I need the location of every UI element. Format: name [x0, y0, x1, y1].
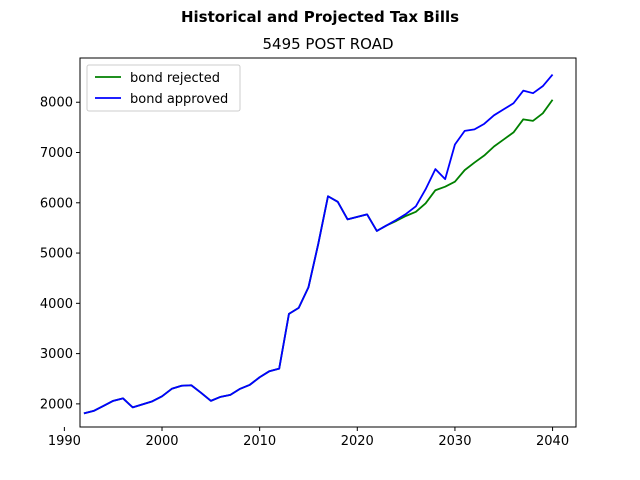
y-tick-label: 4000 — [40, 297, 73, 312]
x-tick-label: 2000 — [145, 434, 178, 449]
y-tick-label: 5000 — [40, 247, 73, 262]
y-tick-label: 7000 — [40, 146, 73, 161]
axes: 1990 2000 2010 2020 2030 2040 2000 3000 4000 5000… — [40, 57, 577, 449]
legend-box — [86, 64, 241, 112]
x-tick-label: 1990 — [48, 434, 81, 449]
legend: bond rejected bond approved — [86, 64, 241, 112]
x-tick-label: 2020 — [341, 434, 374, 449]
x-tick-label: 2040 — [536, 434, 569, 449]
axes-frame — [79, 57, 577, 428]
x-tick-label: 2010 — [243, 434, 276, 449]
y-tick-label: 6000 — [40, 196, 73, 211]
plot-area — [83, 74, 554, 415]
series-line-2 — [83, 74, 554, 415]
y-tick-label: 2000 — [40, 397, 73, 412]
legend-label-2: bond approved — [130, 92, 228, 107]
y-tick-label: 3000 — [40, 347, 73, 362]
x-tick-label: 2030 — [438, 434, 471, 449]
legend-label-1: bond rejected — [130, 71, 220, 86]
y-tick-label: 8000 — [40, 96, 73, 111]
chart-suptitle: Historical and Projected Tax Bills — [181, 8, 459, 26]
chart-title: 5495 POST ROAD — [262, 35, 393, 53]
